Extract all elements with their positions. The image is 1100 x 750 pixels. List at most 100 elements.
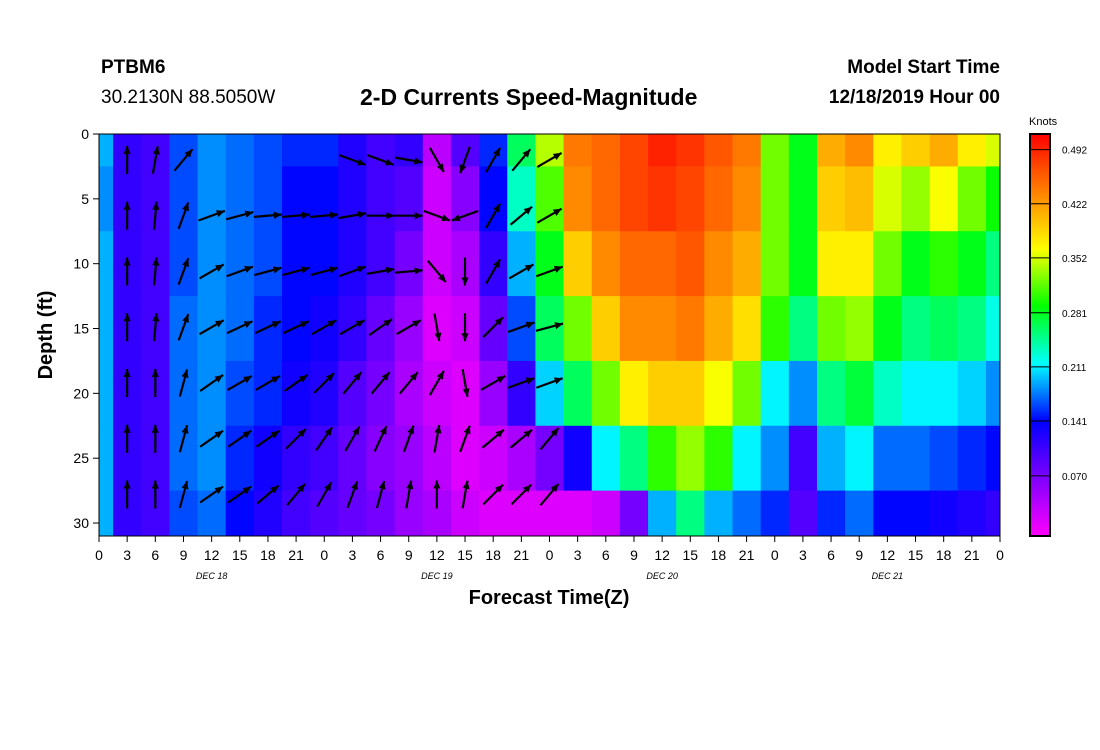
- speed-cell: [845, 166, 874, 232]
- speed-cell: [197, 490, 227, 536]
- vector-head: [552, 208, 562, 216]
- speed-cell: [197, 296, 227, 362]
- speed-cell: [563, 296, 593, 362]
- vector-head: [181, 425, 189, 434]
- vector-head: [151, 368, 159, 377]
- x-tick-label: 21: [739, 547, 755, 563]
- speed-cell: [845, 425, 874, 492]
- speed-cell: [676, 166, 705, 232]
- vector-head: [462, 388, 470, 397]
- speed-cell: [507, 134, 537, 168]
- vector-head: [522, 149, 531, 158]
- x-tick-label: 12: [654, 547, 670, 563]
- vector-head: [215, 320, 224, 328]
- speed-cell: [366, 296, 396, 362]
- speed-cell: [310, 360, 339, 427]
- speed-cell: [732, 296, 762, 362]
- x-tick-label: 0: [771, 547, 779, 563]
- speed-cell: [99, 425, 114, 492]
- speed-cell: [282, 296, 311, 362]
- vector-head: [182, 258, 189, 268]
- speed-cell: [648, 231, 677, 297]
- vector-head: [383, 319, 393, 327]
- x-tick-label: 15: [232, 547, 248, 563]
- speed-cell: [929, 296, 959, 362]
- speed-cell: [845, 231, 874, 297]
- speed-cell: [648, 360, 677, 427]
- vector-head: [216, 210, 225, 218]
- speed-cell: [732, 166, 762, 232]
- speed-cell: [957, 360, 987, 427]
- speed-cell: [366, 231, 396, 297]
- speed-cell: [253, 231, 283, 297]
- speed-cell: [591, 134, 621, 168]
- vector-head: [386, 212, 395, 220]
- speed-cell: [957, 134, 987, 168]
- speed-cell: [648, 166, 677, 232]
- speed-cell: [901, 425, 931, 492]
- vector-head: [123, 424, 131, 433]
- speed-cell: [169, 490, 199, 536]
- speed-cell: [507, 231, 537, 297]
- speed-cell: [535, 231, 565, 297]
- speed-cell: [760, 425, 790, 492]
- vector-head: [356, 266, 366, 273]
- vector-head: [379, 426, 387, 435]
- speed-cell: [704, 425, 734, 492]
- speed-cell: [479, 360, 508, 427]
- vector-head: [524, 264, 534, 272]
- vector-head: [325, 373, 335, 382]
- vector-head: [463, 425, 471, 435]
- speed-cell: [99, 166, 114, 232]
- colorbar-unit: Knots: [1029, 116, 1058, 128]
- vector-head: [244, 210, 254, 218]
- x-axis: 0 3 6 9 12 15 18 21 0 3 6 9 12 15 18 21 0 3 6 9 12 15 18 21 0 3 6 9…: [95, 536, 1004, 581]
- x-tick-label: 12: [429, 547, 445, 563]
- speed-cell: [225, 134, 255, 168]
- vector-head: [436, 163, 444, 173]
- y-tick-label: 15: [73, 321, 89, 337]
- x-tick-label: 9: [855, 547, 863, 563]
- speed-cell: [225, 166, 255, 232]
- speed-cell: [929, 360, 959, 427]
- speed-cell: [197, 166, 227, 232]
- speed-cell: [873, 425, 903, 492]
- vector-head: [493, 259, 501, 269]
- speed-cell: [479, 166, 508, 232]
- colorbar-tick-label: 0.281: [1062, 309, 1087, 320]
- speed-cell: [394, 360, 424, 427]
- vector-head: [297, 483, 306, 493]
- vector-head: [123, 145, 131, 154]
- vector-head: [297, 428, 306, 438]
- speed-cell: [591, 166, 621, 232]
- vector-head: [123, 201, 131, 210]
- vector-head: [270, 430, 280, 439]
- vector-head: [215, 264, 224, 272]
- y-axis: 0 5 10 15 20 25 30: [73, 126, 99, 531]
- speed-cell: [873, 231, 903, 297]
- speed-cell: [591, 296, 621, 362]
- speed-cell: [450, 166, 480, 232]
- speed-cell: [225, 425, 255, 492]
- speed-cell: [704, 360, 734, 427]
- speed-cell: [479, 425, 508, 492]
- vector-head: [356, 158, 366, 166]
- speed-cell: [450, 360, 480, 427]
- speed-cell: [676, 490, 705, 536]
- speed-cell: [422, 231, 452, 297]
- speed-cell: [197, 425, 227, 492]
- vector-head: [494, 317, 504, 326]
- speed-cell: [985, 296, 1000, 362]
- station-coordinates: 30.2130N 88.5050W: [101, 87, 276, 108]
- speed-cell: [253, 296, 283, 362]
- x-tick-label: 15: [682, 547, 698, 563]
- x-tick-label: 9: [180, 547, 188, 563]
- speed-cell: [704, 231, 734, 297]
- speed-cell: [732, 134, 762, 168]
- speed-cell: [338, 490, 368, 536]
- vector-head: [414, 267, 423, 275]
- vector-head: [123, 368, 131, 377]
- speed-cell: [929, 166, 959, 232]
- x-tick-label: 18: [485, 547, 501, 563]
- speed-cell: [873, 166, 903, 232]
